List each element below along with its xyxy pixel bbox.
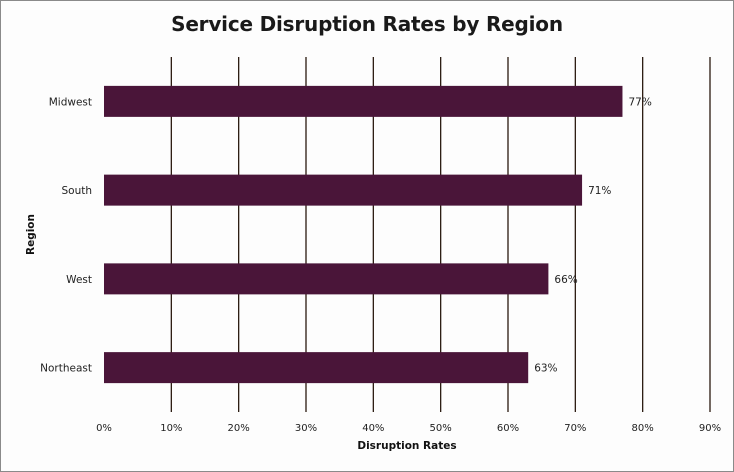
category-labels: Midwest South West Northeast — [40, 96, 92, 374]
x-tick-label: 50% — [430, 423, 452, 434]
bar-south — [104, 174, 583, 206]
x-tick-label: 90% — [699, 423, 721, 434]
data-labels: 77% 71% 66% 63% — [534, 96, 652, 374]
x-tick-label: 40% — [362, 423, 384, 434]
category-label: Northeast — [40, 363, 92, 375]
x-tick-label: 20% — [228, 423, 250, 434]
x-tick-label: 10% — [160, 423, 182, 434]
data-label: 63% — [534, 363, 557, 375]
x-tick-label: 0% — [96, 423, 112, 434]
bars — [104, 85, 623, 384]
x-tick-labels: 0% 10% 20% 30% 40% 50% 60% 70% 80% 90% — [96, 423, 721, 434]
x-tick-label: 80% — [632, 423, 654, 434]
x-tick-label: 60% — [497, 423, 519, 434]
bar-midwest — [104, 85, 623, 117]
chart-title: Service Disruption Rates by Region — [171, 12, 563, 36]
x-tick-label: 30% — [295, 423, 317, 434]
bar-northeast — [104, 352, 529, 384]
y-axis-label: Region — [25, 214, 37, 255]
data-label: 66% — [554, 274, 577, 286]
category-label: South — [61, 185, 92, 197]
data-label: 71% — [588, 185, 611, 197]
x-axis-label: Disruption Rates — [357, 440, 456, 452]
category-label: West — [66, 274, 92, 286]
data-label: 77% — [628, 96, 651, 108]
x-tick-label: 70% — [564, 423, 586, 434]
bar-west — [104, 263, 549, 295]
category-label: Midwest — [49, 96, 92, 108]
